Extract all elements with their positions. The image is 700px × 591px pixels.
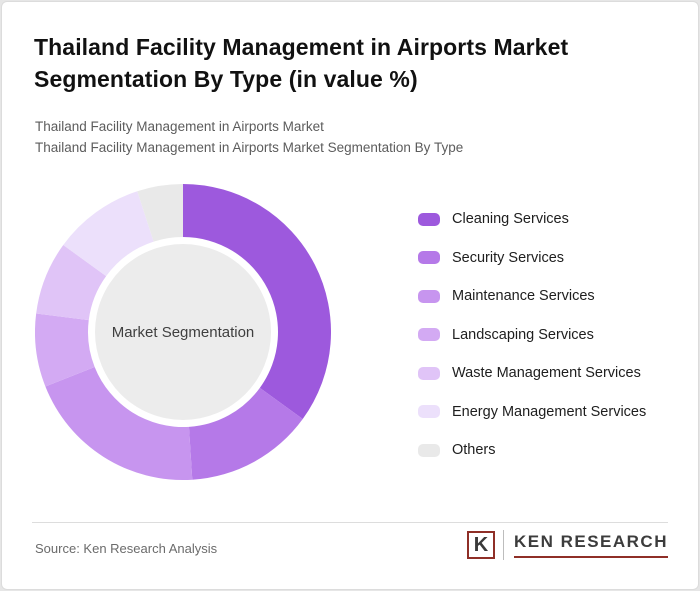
logo-k-icon: K [466, 531, 495, 559]
legend-item: Waste Management Services [418, 361, 646, 385]
legend-swatch-icon [418, 212, 440, 226]
legend-swatch-icon [418, 328, 440, 341]
legend-swatch-icon [418, 405, 440, 418]
legend-label: Maintenance Services [452, 288, 595, 304]
logo-wordmark: KEN RESEARCH [513, 532, 668, 551]
chart-title: Thailand Facility Management in Airports… [34, 34, 569, 92]
logo-separator [502, 530, 504, 560]
donut-center-circle [95, 244, 271, 420]
donut-slice [36, 245, 107, 321]
chart-subtitle-1: Thailand Facility Management in Airports… [35, 119, 324, 134]
legend-swatch-icon [418, 366, 440, 380]
donut-slice [137, 184, 183, 242]
source-text: Source: Ken Research Analysis [35, 541, 218, 556]
logo-underline [513, 556, 668, 558]
legend: Cleaning Services Security Services Main… [418, 207, 646, 477]
legend-item: Cleaning Services [418, 207, 646, 231]
legend-label: Energy Management Services [452, 403, 647, 420]
donut-slice [45, 366, 193, 480]
legend-item: Security Services [418, 246, 646, 270]
legend-label: Cleaning Services [452, 211, 569, 227]
legend-label: Waste Management Services [452, 365, 641, 381]
donut-slice [183, 184, 331, 419]
legend-item: Others [418, 438, 646, 462]
chart-subtitles: Thailand Facility Management in Airports… [35, 116, 463, 159]
donut-svg [35, 184, 331, 480]
ken-research-logo: K KEN RESEARCH [466, 530, 668, 560]
chart-subtitle-2: Thailand Facility Management in Airports… [35, 140, 464, 156]
donut-slice [63, 191, 154, 277]
donut-slice [35, 313, 95, 387]
footer-divider [32, 522, 668, 523]
legend-item: Energy Management Services [418, 400, 646, 424]
legend-item: Landscaping Services [418, 323, 646, 347]
legend-swatch-icon [418, 443, 440, 457]
legend-label: Others [452, 442, 496, 458]
donut-chart: Market Segmentation [35, 184, 331, 480]
legend-label: Security Services [452, 249, 565, 266]
legend-swatch-icon [418, 251, 440, 264]
legend-label: Landscaping Services [452, 326, 594, 343]
donut-slice [188, 387, 303, 480]
legend-swatch-icon [418, 289, 440, 303]
legend-item: Maintenance Services [418, 284, 646, 308]
